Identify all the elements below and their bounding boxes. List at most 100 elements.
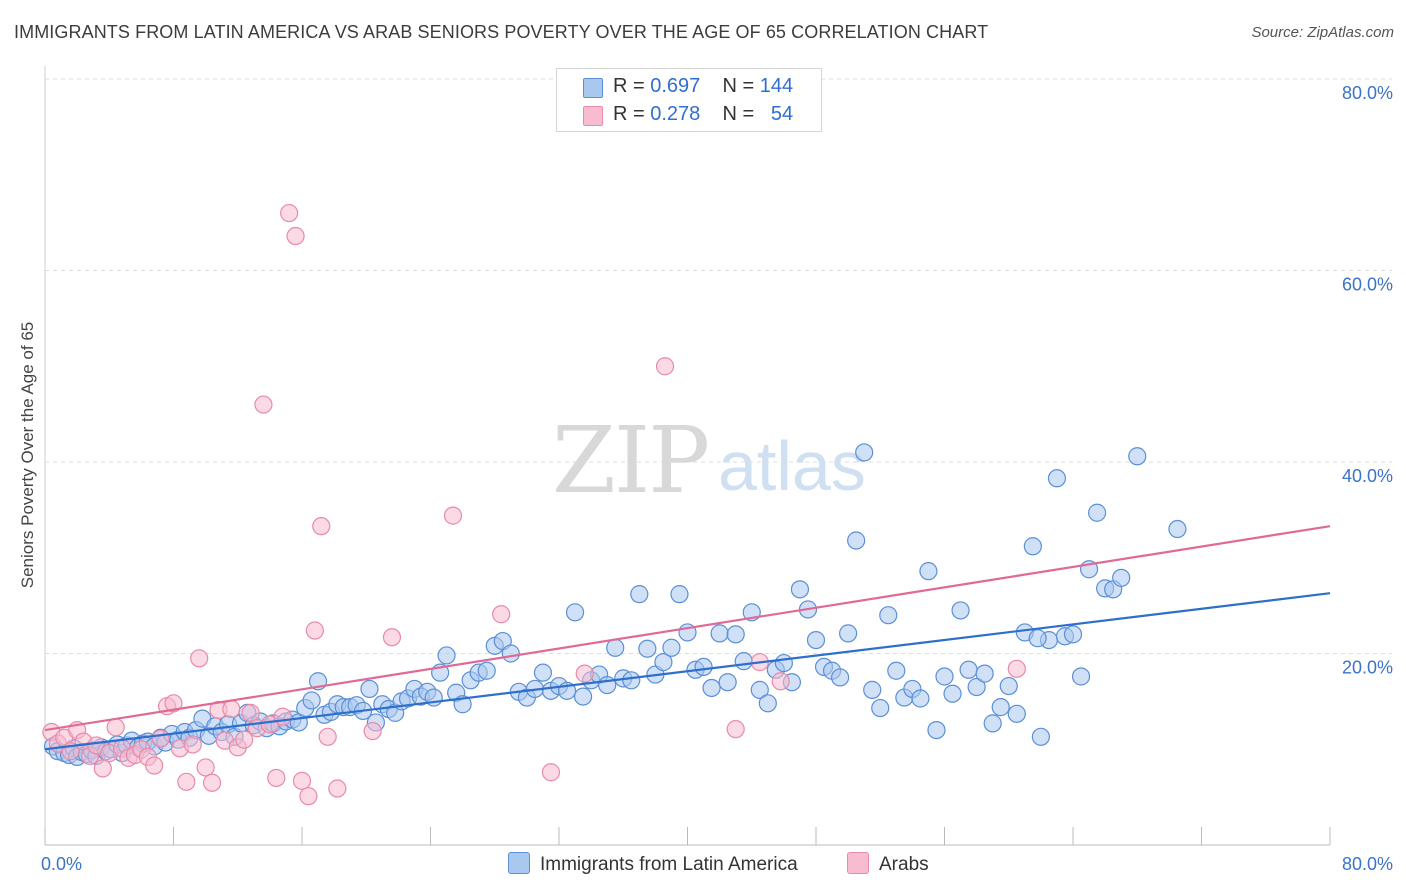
data-point-arabs bbox=[145, 756, 164, 775]
data-point-immigrants bbox=[670, 585, 689, 604]
data-point-arabs bbox=[286, 226, 305, 246]
data-point-immigrants bbox=[694, 657, 713, 677]
bottom-legend-label: Immigrants from Latin America bbox=[540, 854, 798, 875]
data-point-immigrants bbox=[967, 677, 986, 697]
data-point-immigrants bbox=[710, 624, 729, 643]
data-point-immigrants bbox=[606, 638, 625, 657]
data-point-arabs bbox=[299, 787, 318, 806]
data-point-immigrants bbox=[654, 653, 673, 672]
data-point-arabs bbox=[363, 721, 382, 741]
data-point-immigrants bbox=[702, 678, 721, 698]
data-point-arabs bbox=[771, 672, 790, 691]
data-point-arabs bbox=[273, 707, 292, 726]
data-point-arabs bbox=[382, 628, 402, 647]
watermark-zip: ZIP bbox=[552, 407, 708, 514]
data-point-arabs bbox=[1007, 659, 1026, 678]
data-point-immigrants bbox=[919, 562, 938, 581]
source-label: Source: ZipAtlas.com bbox=[1251, 24, 1394, 41]
x-tick-label: 80.0% bbox=[1342, 854, 1393, 874]
bottom-legend-swatch-blue bbox=[508, 852, 530, 874]
data-point-arabs bbox=[164, 694, 183, 713]
data-point-immigrants bbox=[991, 698, 1010, 717]
data-point-immigrants bbox=[830, 668, 850, 687]
data-point-immigrants bbox=[758, 694, 777, 713]
data-point-arabs bbox=[106, 718, 125, 737]
axes bbox=[44, 66, 1331, 846]
grid-lines bbox=[45, 78, 1392, 654]
data-point-arabs bbox=[151, 729, 170, 748]
legend-n-label: N = bbox=[722, 75, 755, 97]
data-point-immigrants bbox=[726, 625, 745, 644]
legend-r-value: 0.697 bbox=[650, 75, 701, 97]
data-point-arabs bbox=[222, 699, 241, 719]
data-point-immigrants bbox=[887, 661, 906, 680]
data-point-immigrants bbox=[662, 638, 681, 657]
data-point-arabs bbox=[267, 768, 286, 788]
data-point-arabs bbox=[312, 517, 331, 536]
data-point-immigrants bbox=[1087, 503, 1107, 522]
data-point-immigrants bbox=[630, 585, 649, 604]
data-point-immigrants bbox=[943, 684, 962, 703]
bottom-legend-immigrants: Immigrants from Latin America bbox=[508, 852, 798, 876]
watermark-atlas: atlas bbox=[718, 427, 866, 505]
data-point-arabs bbox=[541, 763, 561, 782]
legend-n-value: 144 bbox=[759, 75, 794, 97]
data-point-arabs bbox=[241, 703, 260, 722]
data-point-arabs bbox=[177, 772, 196, 791]
data-point-arabs bbox=[202, 773, 222, 792]
data-point-arabs bbox=[655, 357, 675, 376]
bottom-legend-label: Arabs bbox=[879, 854, 929, 875]
data-point-immigrants bbox=[774, 653, 793, 673]
data-point-immigrants bbox=[718, 673, 737, 692]
data-point-arabs bbox=[726, 720, 745, 739]
data-point-immigrants bbox=[1023, 537, 1042, 556]
y-tick-label: 40.0% bbox=[1342, 466, 1393, 486]
trend-line-immigrants bbox=[44, 592, 1331, 751]
data-point-immigrants bbox=[911, 689, 930, 708]
data-point-immigrants bbox=[855, 443, 874, 462]
tick-labels: 20.0% 40.0% 60.0% 80.0% 0.0% 80.0% bbox=[41, 83, 1393, 874]
data-point-immigrants bbox=[806, 630, 826, 650]
data-point-immigrants bbox=[951, 601, 970, 620]
legend-r-value: 0.278 bbox=[650, 103, 701, 125]
data-point-arabs bbox=[292, 771, 312, 790]
data-point-immigrants bbox=[847, 531, 866, 550]
chart-title: IMMIGRANTS FROM LATIN AMERICA VS ARAB SE… bbox=[14, 22, 989, 42]
data-point-immigrants bbox=[501, 644, 520, 663]
data-point-immigrants bbox=[477, 661, 496, 680]
data-point-immigrants bbox=[1112, 568, 1131, 587]
data-point-immigrants bbox=[437, 646, 456, 665]
data-point-arabs bbox=[328, 779, 347, 798]
trend-lines bbox=[44, 525, 1331, 751]
bottom-legend-arabs: Arabs bbox=[847, 852, 929, 876]
data-point-arabs bbox=[575, 664, 594, 683]
data-point-immigrants bbox=[1168, 519, 1187, 539]
data-point-arabs bbox=[305, 621, 324, 640]
data-point-immigrants bbox=[750, 680, 769, 699]
data-point-immigrants bbox=[871, 698, 890, 718]
data-point-immigrants bbox=[622, 671, 641, 690]
legend-swatch-blue bbox=[583, 78, 603, 98]
series-arabs-points bbox=[42, 203, 1026, 806]
data-point-arabs bbox=[318, 727, 337, 746]
data-point-immigrants bbox=[999, 676, 1018, 696]
data-point-arabs bbox=[93, 759, 112, 778]
y-tick-label: 80.0% bbox=[1342, 83, 1393, 103]
data-point-arabs bbox=[492, 605, 511, 624]
x-tick-label: 0.0% bbox=[41, 854, 82, 874]
data-point-immigrants bbox=[638, 639, 657, 658]
legend-n-value: 54 bbox=[770, 103, 794, 125]
data-point-immigrants bbox=[790, 580, 810, 599]
y-tick-label: 60.0% bbox=[1342, 275, 1393, 295]
y-axis-label: Seniors Poverty Over the Age of 65 bbox=[18, 322, 37, 588]
data-point-immigrants bbox=[1028, 629, 1047, 648]
data-point-arabs bbox=[235, 730, 254, 749]
data-point-immigrants bbox=[863, 680, 882, 699]
data-point-immigrants bbox=[1128, 447, 1147, 466]
y-tick-label: 20.0% bbox=[1342, 658, 1393, 678]
data-point-immigrants bbox=[533, 663, 553, 682]
data-point-immigrants bbox=[1007, 704, 1026, 723]
legend-swatch-pink bbox=[583, 106, 603, 126]
data-point-arabs bbox=[183, 735, 202, 754]
bottom-legend-swatch-pink bbox=[847, 852, 869, 874]
